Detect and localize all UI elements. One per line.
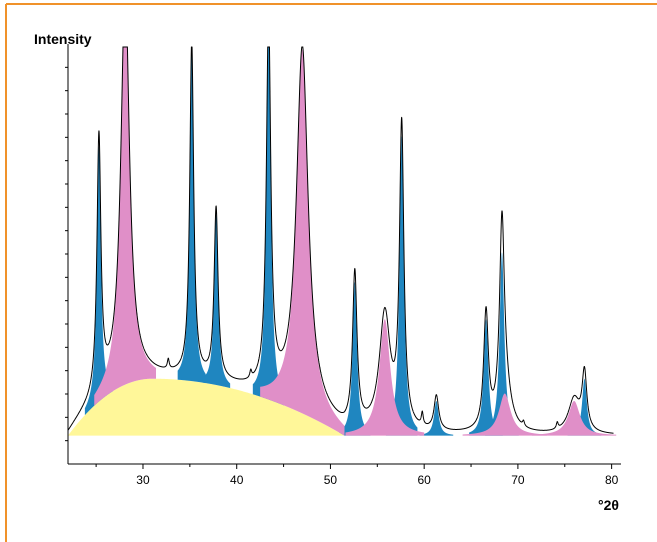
y-axis-label: Intensity <box>34 31 92 47</box>
x-tick-label: 30 <box>136 473 150 487</box>
x-tick-label: 60 <box>417 473 431 487</box>
x-tick-label: 50 <box>324 473 338 487</box>
peak-series1-4 <box>252 47 285 406</box>
peak-series1-8 <box>469 319 503 436</box>
peak-series1-5 <box>339 282 371 436</box>
x-tick-label: 70 <box>511 473 525 487</box>
peak-series1-10 <box>567 378 602 436</box>
peak-series1-2 <box>177 47 206 384</box>
peak-series1-1 <box>84 146 113 416</box>
peak-series1-3 <box>202 214 231 389</box>
x-tick-label: 80 <box>605 473 619 487</box>
peak-series2-1 <box>94 47 157 406</box>
peak-series2-5 <box>531 400 617 436</box>
x-tick-label: 40 <box>230 473 244 487</box>
pattern-curve <box>67 46 614 434</box>
peak-series1-7 <box>419 400 454 436</box>
peak-series1-9 <box>485 252 519 436</box>
peak-series1-6 <box>385 136 418 436</box>
peak-series2-2 <box>260 49 345 436</box>
peak-series2-3 <box>345 319 425 436</box>
x-axis-label: °2θ <box>598 497 619 513</box>
amorphous-hump <box>68 378 345 436</box>
peak-series2-4 <box>462 393 547 436</box>
